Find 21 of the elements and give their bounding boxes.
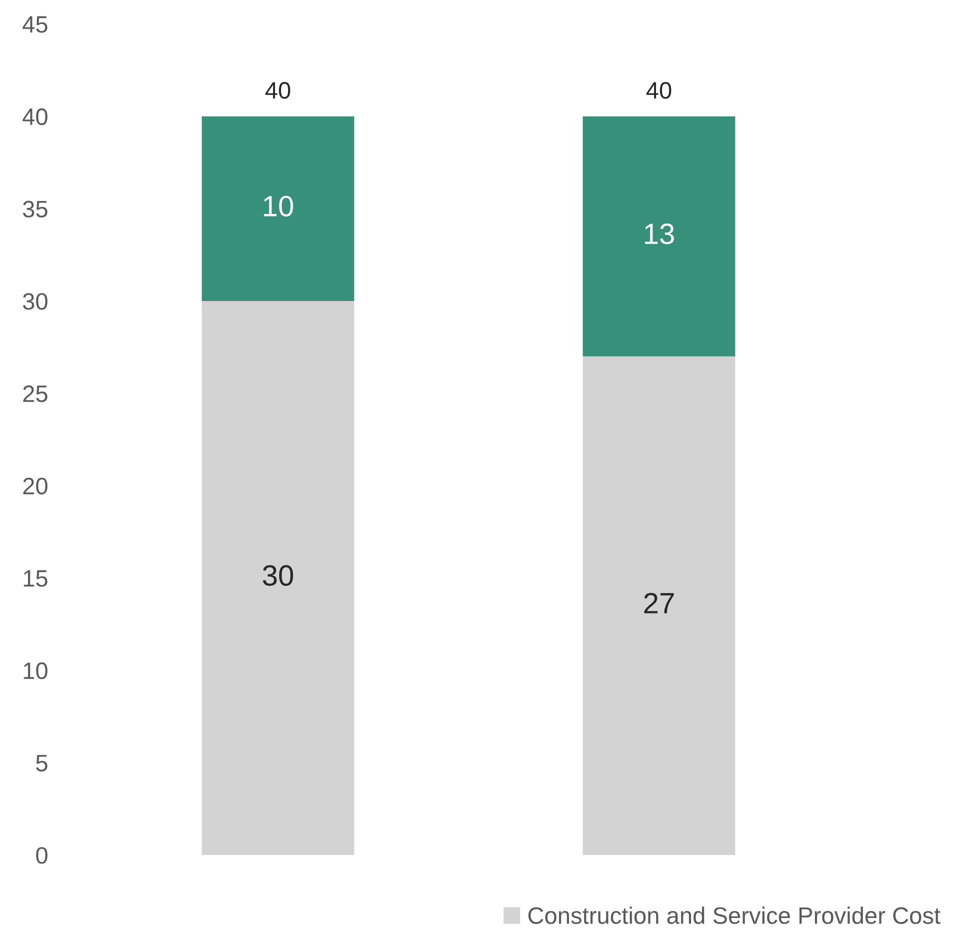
- y-tick-label: 45: [22, 16, 48, 33]
- total-label: 40: [646, 82, 672, 99]
- bar: [582, 356, 736, 855]
- y-tick-label: 35: [22, 200, 48, 218]
- data-label: 13: [645, 224, 674, 244]
- y-tick-label: 40: [22, 108, 48, 126]
- y-tick-label: 30: [22, 293, 48, 310]
- data-label: 27: [644, 592, 674, 614]
- y-tick-label: 10: [24, 662, 48, 680]
- total-label: 40: [265, 82, 290, 99]
- y-tick-label: 25: [23, 385, 48, 402]
- y-tick-label: 15: [24, 570, 48, 587]
- legend-label: Construction and Service Provider Cost: [528, 906, 940, 924]
- bar: [202, 116, 354, 301]
- bar: [202, 301, 354, 855]
- y-tick-label: 5: [36, 754, 48, 772]
- y-tick-label: 0: [36, 847, 48, 864]
- data-label: 10: [264, 196, 294, 216]
- bar: [582, 116, 736, 356]
- y-tick-label: 20: [23, 478, 48, 494]
- data-label: 30: [262, 565, 294, 586]
